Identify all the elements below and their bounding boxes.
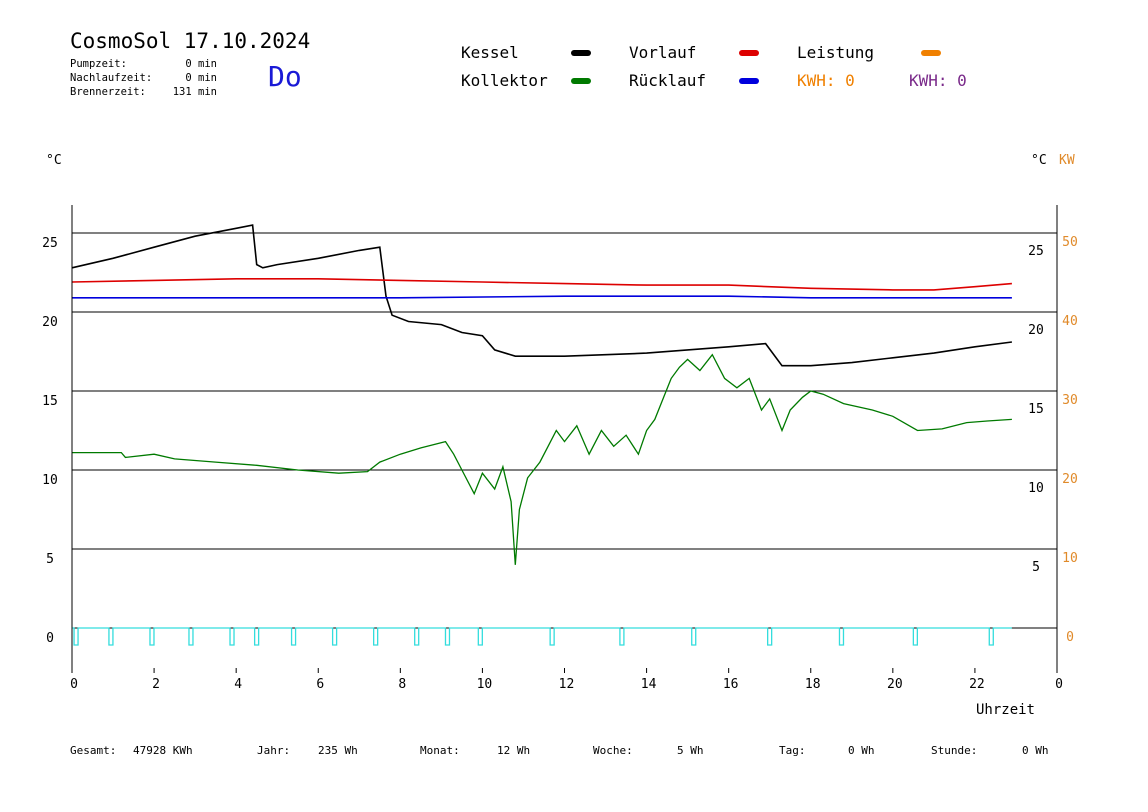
x-tick-label-9: 18 [805,677,821,692]
y-right-kw-tick-label-40: 40 [1062,314,1078,329]
info-label-nachlaufzeit: Nachlaufzeit: [70,72,153,84]
legend-label-ruecklauf: Rücklauf [629,71,707,90]
weekday-label: Do [268,60,302,93]
right-axis-unit-celsius: °C [1031,153,1047,168]
x-tick-label-1: 2 [152,677,160,692]
legend-kwh-orange: KWH: 0 [797,71,855,90]
x-tick-label-2: 4 [234,677,242,692]
y-right-c-tick-label-15: 15 [1028,402,1044,417]
footer-label-jahr: Jahr: [257,744,291,757]
legend-label-kollektor: Kollektor [461,71,548,90]
y-left-tick-label-25: 25 [42,236,58,251]
y-right-kw-tick-label-30: 30 [1062,393,1078,408]
series-line-vorlauf [71,277,1012,291]
legend-swatch-leistung [921,50,941,56]
info-value-nachlaufzeit: 0 min [185,72,217,84]
y-right-c-tick-label-5: 5 [1032,560,1040,575]
footer-value-woche: 5 Wh [677,744,704,757]
legend-label-vorlauf: Vorlauf [629,43,697,62]
legend-kwh-purple: KWH: 0 [909,71,967,90]
legend-label-kessel: Kessel [461,43,519,62]
y-right-c-tick-label-20: 20 [1028,323,1044,338]
legend-swatch-kollektor [571,78,591,84]
footer-value-stunde: 0 Wh [1022,744,1049,757]
y-right-kw-tick-label-0: 0 [1066,630,1074,645]
footer-label-tag: Tag: [779,744,806,757]
y-left-tick-label-5: 5 [46,552,54,567]
footer-value-monat: 12 Wh [497,744,531,757]
legend-label-leistung: Leistung [797,43,875,62]
footer-value-tag: 0 Wh [848,744,875,757]
series-line-pump [72,627,1012,646]
left-axis-unit: °C [46,153,62,168]
x-tick-label-5: 10 [477,677,493,692]
page-title: CosmoSol 17.10.2024 [70,29,311,53]
x-tick-label-3: 6 [316,677,324,692]
x-tick-label-10: 20 [887,677,903,692]
footer-label-gesamt: Gesamt: [70,744,117,757]
x-tick-label-7: 14 [641,677,657,692]
y-left-tick-label-20: 20 [42,315,58,330]
y-right-kw-tick-label-50: 50 [1062,235,1078,250]
legend-swatch-vorlauf [739,50,759,56]
footer-label-stunde: Stunde: [931,744,978,757]
x-tick-label-8: 16 [723,677,739,692]
y-right-c-tick-label-10: 10 [1028,481,1044,496]
info-label-brennerzeit: Brennerzeit: [70,86,146,98]
y-right-kw-tick-label-10: 10 [1062,551,1078,566]
footer-label-monat: Monat: [420,744,460,757]
info-label-pumpzeit: Pumpzeit: [70,58,127,70]
footer-value-jahr: 235 Wh [318,744,358,757]
right-axis-unit-kw: KW [1059,153,1075,168]
x-tick-label-6: 12 [559,677,575,692]
x-tick-label-0: 0 [70,677,78,692]
info-value-pumpzeit: 0 min [185,58,217,70]
series-line-kessel [71,224,1013,367]
x-tick-label-4: 8 [398,677,406,692]
y-left-tick-label-15: 15 [42,394,58,409]
y-right-c-tick-label-25: 25 [1028,244,1044,259]
y-right-kw-tick-label-20: 20 [1062,472,1078,487]
series-line-kollektor [72,353,1012,565]
legend-swatch-kessel [571,50,591,56]
y-left-tick-label-0: 0 [46,631,54,646]
legend-swatch-ruecklauf [739,78,759,84]
x-tick-label-11: 22 [969,677,985,692]
series-line-ruecklauf [72,295,1012,299]
info-value-brennerzeit: 131 min [172,86,217,98]
x-axis-title: Uhrzeit [976,702,1035,718]
footer-value-gesamt: 47928 KWh [133,744,193,757]
y-left-tick-label-10: 10 [42,473,58,488]
x-tick-label-12: 0 [1055,677,1063,692]
footer-label-woche: Woche: [593,744,633,757]
